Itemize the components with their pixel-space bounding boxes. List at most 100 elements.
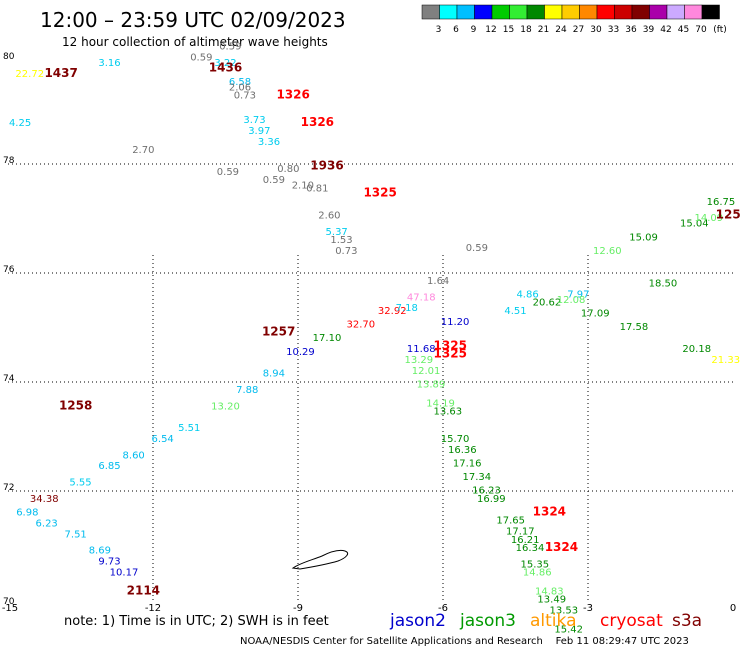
swh-value-label: 14.86 xyxy=(523,567,552,578)
swh-value-label: 16.21 xyxy=(511,535,540,546)
swh-value-label: 3.16 xyxy=(98,58,120,69)
colorbar-label: 6 xyxy=(453,25,459,35)
swh-value-label: 12.01 xyxy=(412,366,441,377)
pass-time-label: 1436 xyxy=(209,60,242,74)
pass-time-label: 1437 xyxy=(44,66,77,80)
swh-value-label: 13.53 xyxy=(550,606,579,617)
swh-value-label: 6.58 xyxy=(229,77,251,88)
colorbar-swatch xyxy=(421,4,440,20)
swh-value-label: 22.72 xyxy=(15,69,44,80)
y-tick-label: 70 xyxy=(3,597,15,607)
pass-time-label: 1326 xyxy=(301,115,334,129)
swh-value-label: 17.09 xyxy=(581,309,610,320)
swh-value-label: 9.73 xyxy=(98,557,120,568)
swh-value-label: 15.35 xyxy=(521,559,550,570)
pass-time-label: 1936 xyxy=(310,158,343,172)
mission-legend: jason2 jason3 altika cryosat s3a xyxy=(389,611,702,631)
swh-value-label: 0.59 xyxy=(466,243,488,254)
swh-value-label: 0.59 xyxy=(217,167,239,178)
colorbar-label: 24 xyxy=(555,25,567,35)
colorbar-swatch xyxy=(491,4,510,20)
swh-value-label: 17.58 xyxy=(620,322,649,333)
swh-value-label: 2.60 xyxy=(318,211,340,222)
colorbar-swatch xyxy=(526,4,545,20)
colorbar-label: 18 xyxy=(520,25,532,35)
swh-value-label: 32.70 xyxy=(347,320,376,331)
swh-value-label: 16.34 xyxy=(516,543,545,554)
swh-value-label: 3.36 xyxy=(258,137,280,148)
swh-value-label: 3.22 xyxy=(214,58,236,69)
footnote: note: 1) Time is in UTC; 2) SWH is in fe… xyxy=(64,614,329,629)
swh-value-label: 15.09 xyxy=(629,232,658,243)
swh-value-label: 8.94 xyxy=(263,369,285,380)
island-outline xyxy=(291,549,349,570)
y-tick-label: 72 xyxy=(3,483,14,493)
pass-time-labels: 1437 1436 1326 1326 1936 1325 1257 1258 2114 1325… xyxy=(44,60,740,597)
swh-value-label: 15.42 xyxy=(554,625,583,636)
swh-value-label: 12.08 xyxy=(557,295,586,306)
swh-value-label: 0.59 xyxy=(263,175,285,186)
colorbar-swatch xyxy=(509,4,528,20)
swh-value-label: 14.09 xyxy=(695,213,724,224)
swh-value-label: 6.54 xyxy=(152,434,174,445)
colorbar-swatch xyxy=(701,4,720,20)
swh-value-label: 15.70 xyxy=(441,434,470,445)
swh-value-label: 13.29 xyxy=(405,355,434,366)
y-tick-label: 80 xyxy=(3,52,15,62)
pass-time-label: 1325 xyxy=(434,346,467,360)
swh-value-label: 17.34 xyxy=(463,472,492,483)
colorbar-label: 30 xyxy=(590,25,602,35)
pass-time-label: 1324 xyxy=(545,540,578,554)
colorbar-label: 27 xyxy=(573,25,584,35)
color-scale-bar: 3 6 9 12 15 18 21 24 27 30 33 36 39 42 45 70 (ft) xyxy=(421,4,727,35)
colorbar-swatch xyxy=(474,4,493,20)
x-tick-label: 0 xyxy=(730,603,736,614)
swh-value-label: 7.18 xyxy=(396,303,418,314)
pass-time-label: 1324 xyxy=(533,505,566,519)
swh-value-label: 15.04 xyxy=(680,219,709,230)
colorbar-swatch xyxy=(561,4,580,20)
colorbar-label: 21 xyxy=(538,25,549,35)
swh-value-label: 1.53 xyxy=(330,235,352,246)
swh-value-label: 17.16 xyxy=(453,458,482,469)
swh-value-label: 2.10 xyxy=(292,181,314,192)
swh-value-label: 16.99 xyxy=(477,494,506,505)
swh-value-label: 7.88 xyxy=(236,385,258,396)
swh-points-layer: 22.723.164.252.700.590.593.226.582.060.7… xyxy=(9,42,740,636)
swh-value-label: 13.63 xyxy=(434,407,463,418)
swh-value-label: 6.23 xyxy=(36,518,58,529)
swh-value-label: 2.70 xyxy=(132,145,154,156)
pass-time-label: 1326 xyxy=(276,88,309,102)
pass-time-label: 1257 xyxy=(262,325,295,339)
x-tick-label: -6 xyxy=(438,603,448,614)
swh-value-label: 1.64 xyxy=(427,276,449,287)
swh-value-label: 7.97 xyxy=(567,290,589,301)
swh-value-label: 32.92 xyxy=(378,306,407,317)
chart-subtitle: 12 hour collection of altimeter wave hei… xyxy=(62,35,328,49)
pass-time-label: 125 xyxy=(716,208,740,222)
colorbar-label: 3 xyxy=(436,25,442,35)
swh-value-label: 21.33 xyxy=(711,355,740,366)
swh-value-label: 13.49 xyxy=(537,595,566,606)
swh-value-label: 47.18 xyxy=(407,292,436,303)
grid-lines xyxy=(8,163,733,600)
colorbar-swatch xyxy=(631,4,650,20)
swh-value-label: 16.36 xyxy=(448,445,477,456)
colorbar-swatch xyxy=(666,4,685,20)
swh-value-label: 2.06 xyxy=(229,82,251,93)
swh-value-label: 20.18 xyxy=(682,344,711,355)
colorbar-swatch xyxy=(614,4,633,20)
colorbar-swatch xyxy=(544,4,563,20)
swh-value-label: 17.17 xyxy=(506,527,535,538)
swh-value-label: 5.51 xyxy=(178,423,200,434)
pass-time-label: 1325 xyxy=(363,186,396,200)
colorbar-label: 36 xyxy=(625,25,637,35)
swh-value-label: 3.73 xyxy=(243,115,265,126)
x-tick-label: -15 xyxy=(2,603,18,614)
colorbar-label: 33 xyxy=(608,25,619,35)
y-tick-label: 74 xyxy=(3,374,15,384)
y-tick-label: 76 xyxy=(3,265,15,275)
swh-value-label: 18.50 xyxy=(649,279,678,290)
swh-value-label: 16.23 xyxy=(472,486,501,497)
